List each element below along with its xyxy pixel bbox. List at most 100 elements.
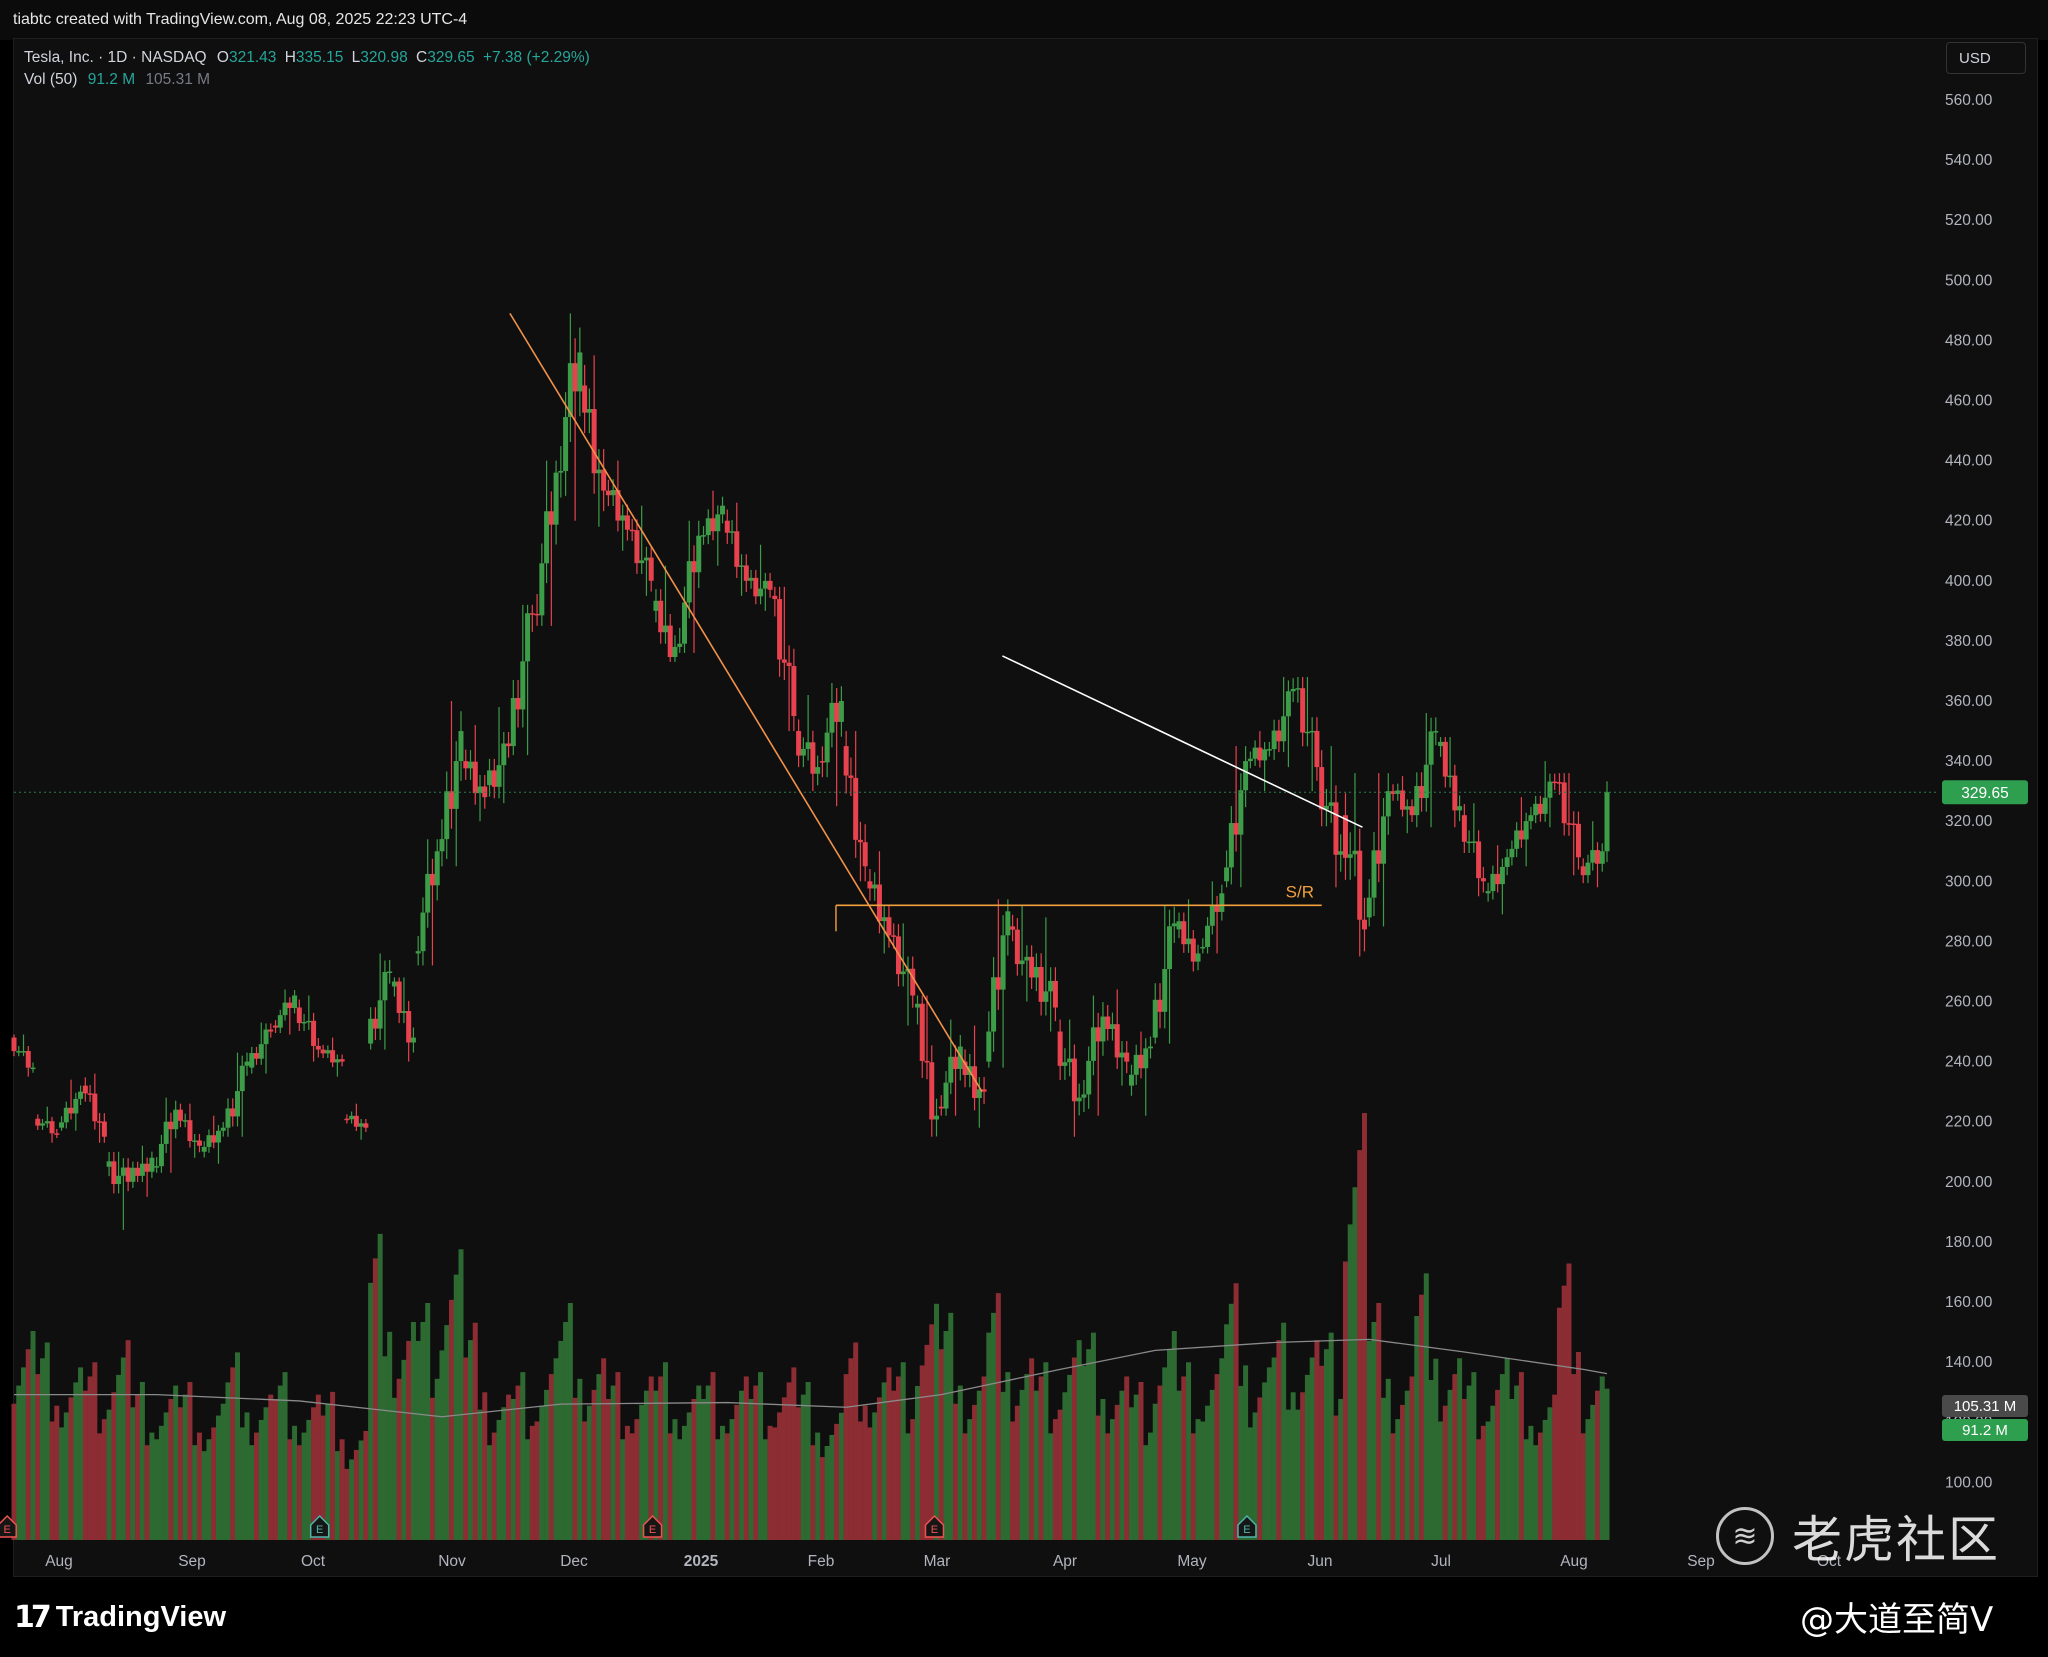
volume-bar <box>453 1274 459 1540</box>
currency-button[interactable]: USD <box>1946 42 2026 74</box>
earnings-marker[interactable]: E <box>924 1514 945 1538</box>
candle-body <box>1095 1027 1101 1042</box>
volume-bar <box>715 1439 721 1540</box>
volume-bar <box>529 1425 535 1540</box>
volume-bar <box>900 1362 906 1540</box>
volume-bar <box>924 1344 930 1540</box>
price-chart[interactable]: 560.00 540.00 520.00 500.00 480.00 460.00 440.… <box>0 0 2048 1577</box>
earnings-marker[interactable]: E <box>642 1514 663 1538</box>
candle-body <box>1133 1054 1139 1075</box>
volume-bar <box>1599 1376 1605 1540</box>
volume-bar <box>1414 1316 1420 1540</box>
volume-ma-tag-label: 105.31 M <box>1954 1398 2017 1415</box>
candle-body <box>1371 850 1377 898</box>
candle-body <box>434 851 440 886</box>
candle-body <box>1556 782 1562 784</box>
volume-bar <box>639 1404 645 1540</box>
candle-body <box>1533 803 1539 816</box>
candle-body <box>358 1123 364 1127</box>
candle-body <box>924 1060 930 1063</box>
volume-bar <box>1452 1374 1458 1540</box>
volume-bar <box>16 1385 22 1540</box>
candle-body <box>1528 815 1534 822</box>
volume-bar <box>563 1321 569 1540</box>
volume-bar <box>21 1367 27 1540</box>
candle-body <box>415 951 421 954</box>
volume-bar <box>82 1390 88 1540</box>
candle-body <box>215 1130 221 1143</box>
volume-bar <box>1537 1432 1543 1540</box>
volume-bar <box>686 1412 692 1540</box>
candle-body <box>1114 1024 1120 1058</box>
price-tick-label: 400.00 <box>1945 573 1993 590</box>
candle-body <box>277 1015 283 1028</box>
volume-bar <box>292 1425 298 1540</box>
volume-bar <box>1480 1425 1486 1540</box>
candle-body <box>1342 815 1348 858</box>
volume-bar <box>401 1359 407 1540</box>
volume-bar <box>634 1419 640 1540</box>
volume-bar <box>991 1312 997 1540</box>
volume-bar <box>434 1378 440 1540</box>
price-tick-label: 420.00 <box>1945 513 1993 530</box>
candle-body <box>601 469 607 491</box>
candle-body <box>853 777 859 840</box>
volume-bar <box>49 1421 55 1540</box>
volume-bar <box>1181 1376 1187 1540</box>
volume-bar <box>268 1394 274 1540</box>
earnings-marker[interactable]: E <box>309 1514 330 1538</box>
price-tick-label: 140.00 <box>1945 1354 1993 1371</box>
candle-body <box>886 917 892 936</box>
candle-body <box>1547 781 1553 798</box>
candle-body <box>919 1003 925 1061</box>
candle-body <box>1224 867 1230 882</box>
candle-body <box>1010 926 1016 930</box>
volume-bar <box>353 1449 359 1540</box>
earnings-marker[interactable]: E <box>0 1514 17 1538</box>
volume-bar <box>201 1451 207 1540</box>
volume-bar <box>40 1358 46 1540</box>
price-tick-label: 560.00 <box>1945 92 1993 109</box>
chart-area[interactable] <box>13 38 2038 1577</box>
volume-bar <box>1552 1394 1558 1540</box>
candle-body <box>1081 1094 1087 1098</box>
volume-bar <box>1105 1433 1111 1540</box>
volume-bar <box>1048 1433 1054 1540</box>
candle-body <box>344 1118 350 1121</box>
candle-body <box>211 1135 217 1143</box>
volume-bar <box>1357 1150 1363 1540</box>
candle-body <box>620 515 626 521</box>
candle-body <box>472 761 478 794</box>
resistance-trendline[interactable] <box>1002 655 1363 828</box>
candle-body <box>1357 850 1363 920</box>
volume-bar <box>1476 1439 1482 1540</box>
candle-body <box>144 1163 150 1172</box>
earnings-marker[interactable]: E <box>1237 1514 1257 1538</box>
volume-bar <box>1300 1392 1306 1540</box>
volume-bar <box>1580 1433 1586 1540</box>
candle-body <box>1438 741 1444 747</box>
volume-bar <box>553 1358 559 1540</box>
volume-bar <box>1361 1113 1367 1540</box>
volume-legend-value: 91.2 M <box>87 71 136 88</box>
candle-body <box>35 1118 41 1126</box>
candle-body <box>425 873 431 913</box>
candle-body <box>819 761 825 763</box>
volume-bar <box>805 1382 811 1540</box>
candle-body <box>135 1167 141 1176</box>
candle-body <box>1090 1027 1096 1061</box>
candle-body <box>149 1157 155 1172</box>
candle-body <box>1390 791 1396 794</box>
volume-bar <box>667 1433 673 1540</box>
candle-body <box>49 1121 55 1134</box>
volume-bar <box>429 1397 435 1540</box>
volume-bar <box>572 1397 578 1540</box>
volume-bar <box>1219 1358 1225 1540</box>
volume-bar <box>838 1412 844 1540</box>
volume-bar <box>710 1372 716 1540</box>
volume-bar <box>967 1419 973 1540</box>
candle-body <box>1580 866 1586 876</box>
descending-trendline[interactable] <box>509 312 983 1093</box>
volume-bar <box>596 1374 602 1540</box>
time-tick-label: Aug <box>1560 1553 1588 1570</box>
